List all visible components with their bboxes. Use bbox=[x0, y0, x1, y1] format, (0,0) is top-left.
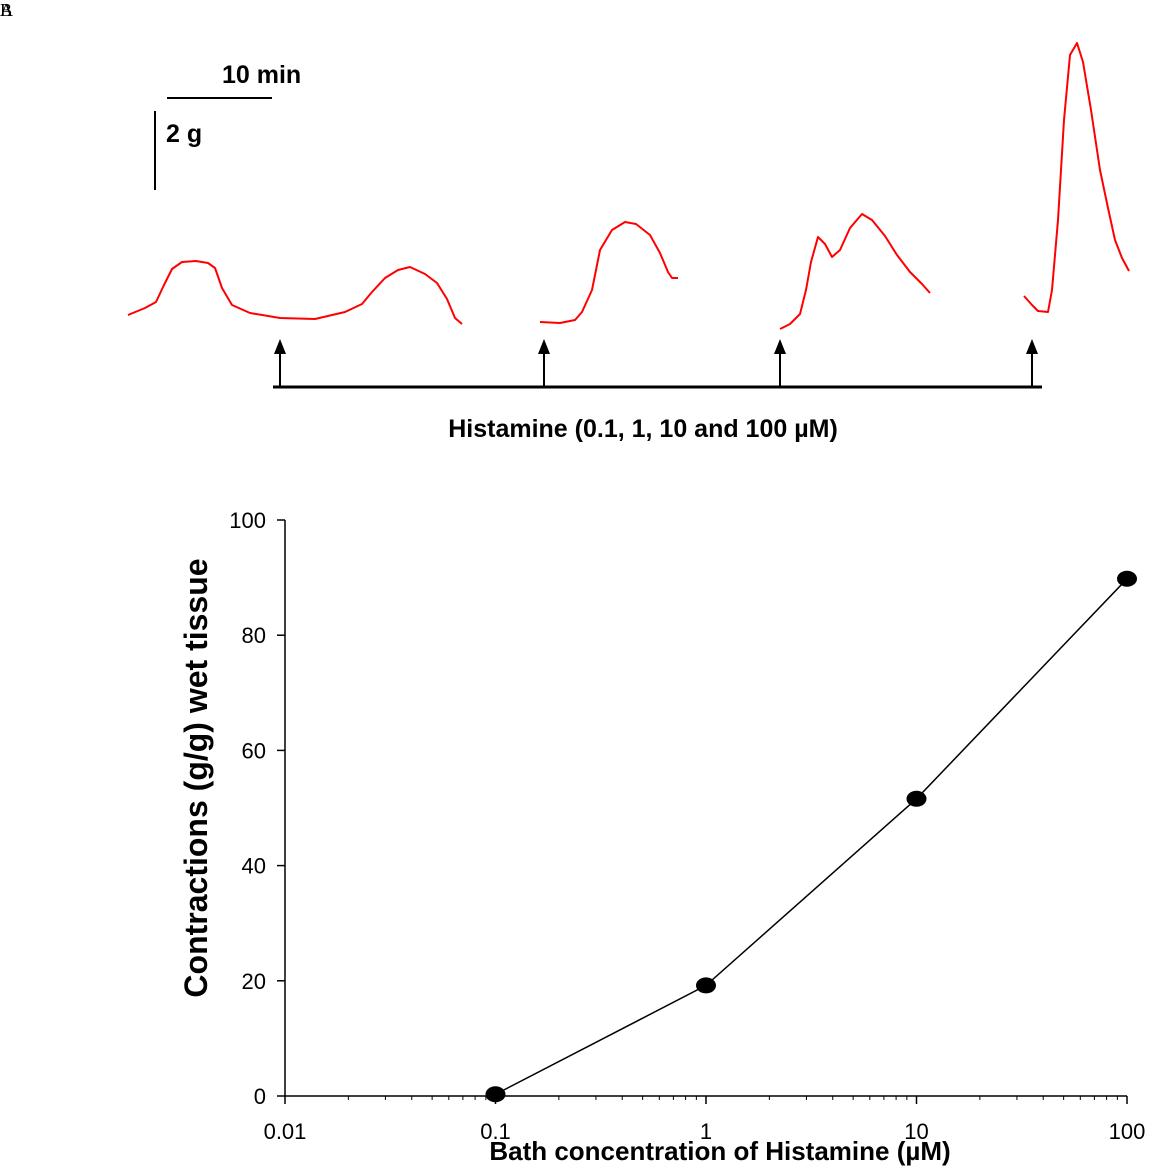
trace-1 bbox=[127, 260, 463, 325]
panel-label-b: B bbox=[0, 0, 13, 20]
trace-2 bbox=[539, 221, 678, 324]
x-tick-label: 100 bbox=[1109, 1119, 1146, 1144]
y-axis-title: Contractions (g/g) wet tissue bbox=[178, 558, 214, 997]
treatment-label: Histamine (0.1, 1, 10 and 100 µM) bbox=[448, 415, 838, 443]
y-tick-label: 0 bbox=[254, 1084, 266, 1109]
data-point bbox=[906, 790, 927, 807]
panel-a: 10 min 2 g Histamine (0.1, 1, 10 and 100… bbox=[127, 42, 1130, 443]
x-tick-label: 10 bbox=[904, 1119, 928, 1144]
arrow-4-head bbox=[1026, 339, 1038, 354]
data-point bbox=[1117, 570, 1137, 587]
data-series bbox=[485, 570, 1137, 1103]
addition-arrows bbox=[274, 339, 1038, 386]
y-tick-label: 100 bbox=[229, 508, 266, 533]
y-axis: 0 20 40 60 80 100 bbox=[229, 508, 286, 1109]
x-axis-title: Bath concentration of Histamine (µM) bbox=[489, 1136, 950, 1166]
x-axis: 0.01 0.1 1 10 100 bbox=[264, 1095, 1146, 1144]
trace-4 bbox=[1023, 42, 1130, 313]
trace-3 bbox=[779, 213, 931, 330]
x-tick-label: 0.1 bbox=[480, 1119, 511, 1144]
data-point bbox=[485, 1086, 506, 1103]
y-tick-label: 60 bbox=[242, 738, 266, 763]
arrow-2-head bbox=[538, 339, 550, 354]
arrow-1-head bbox=[274, 339, 286, 354]
y-tick-label: 40 bbox=[242, 854, 266, 879]
series-line bbox=[495, 578, 1128, 1095]
x-tick-label: 1 bbox=[700, 1119, 712, 1144]
panel-label-a: A bbox=[0, 0, 13, 20]
time-scale-label: 10 min bbox=[222, 61, 301, 89]
force-scale-label: 2 g bbox=[166, 120, 202, 148]
contraction-traces bbox=[127, 42, 1130, 330]
data-point bbox=[696, 977, 716, 994]
dose-response-chart: 0 20 40 60 80 100 0.01 0.1 1 10 100 Bath concentr… bbox=[178, 508, 1145, 1166]
y-tick-label: 20 bbox=[242, 969, 266, 994]
y-tick-label: 80 bbox=[242, 623, 266, 648]
x-tick-label: 0.01 bbox=[264, 1119, 307, 1144]
arrow-3-head bbox=[774, 339, 786, 354]
